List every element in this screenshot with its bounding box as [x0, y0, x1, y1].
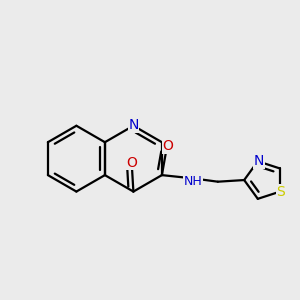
Text: N: N [254, 154, 264, 168]
Text: N: N [128, 118, 139, 132]
Text: S: S [276, 185, 285, 199]
Text: O: O [162, 139, 173, 153]
Text: O: O [126, 156, 137, 170]
Text: NH: NH [184, 176, 203, 188]
